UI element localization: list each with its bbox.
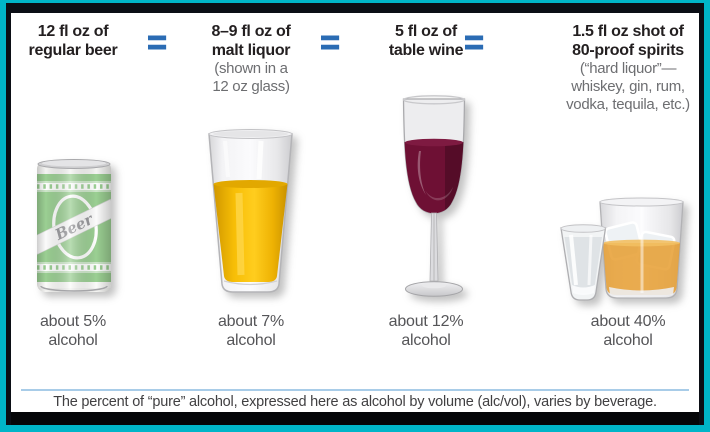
column-beer: 12 fl oz of regular beer about 5% alcoho…	[11, 22, 135, 412]
title-line: 5 fl oz of	[395, 23, 457, 40]
malt-liquor-title: 8–9 fl oz of malt liquor	[183, 22, 319, 60]
title-line: 80-proof spirits	[572, 42, 684, 59]
footer-note: The percent of “pure” alcohol, expressed…	[53, 394, 657, 410]
subtitle-line: whiskey, gin, rum,	[571, 78, 685, 95]
malt-liquor-glass-drawing	[208, 129, 293, 293]
spirits-glasses-drawing	[560, 197, 684, 301]
title-line: 12 fl oz of	[37, 23, 109, 40]
label-line: about 7%	[217, 313, 284, 330]
label-line: about 40%	[590, 313, 666, 330]
label-line: about 12%	[388, 313, 464, 330]
equals-glyph: =	[147, 23, 168, 62]
malt-liquor-subtitle: (shown in a 12 oz glass)	[183, 60, 319, 96]
wine-glass-drawing	[402, 95, 466, 297]
equals-glyph: =	[464, 23, 485, 62]
label-line: alcohol	[48, 332, 98, 349]
title-line: 8–9 fl oz of	[211, 23, 291, 40]
equals-icon: =	[137, 23, 177, 63]
subtitle-line: 12 oz glass)	[212, 78, 290, 95]
inner-frame: 12 fl oz of regular beer about 5% alcoho…	[6, 3, 704, 425]
equals-icon: =	[454, 23, 494, 63]
title-line: regular beer	[28, 42, 118, 59]
shot-glass-and-rocks-glass-icon	[560, 197, 688, 310]
title-line: malt liquor	[211, 42, 291, 59]
equals-glyph: =	[320, 23, 341, 62]
wine-title: 5 fl oz of table wine	[358, 22, 494, 60]
title-line: 1.5 fl oz shot of	[572, 23, 684, 40]
subtitle-line: (shown in a	[214, 60, 288, 77]
equals-icon: =	[310, 23, 350, 63]
beer-can-icon: Beer	[35, 156, 113, 301]
spirits-subtitle: (“hard liquor”— whiskey, gin, rum, vodka…	[557, 60, 699, 114]
subtitle-line: (“hard liquor”—	[579, 60, 677, 77]
beer-title: 12 fl oz of regular beer	[11, 22, 135, 60]
wine-alcohol-percent-label: about 12% alcohol	[358, 312, 494, 350]
beer-alcohol-percent-label: about 5% alcohol	[11, 312, 135, 350]
spirits-alcohol-percent-label: about 40% alcohol	[557, 312, 699, 350]
shot-glass	[560, 224, 607, 301]
footer-divider	[21, 389, 689, 391]
wine-glass-icon	[395, 95, 473, 305]
column-wine: 5 fl oz of table wine about 12% alcohol	[358, 22, 494, 412]
malt-liquor-alcohol-percent-label: about 7% alcohol	[183, 312, 319, 350]
rocks-glass	[599, 197, 684, 299]
label-line: about 5%	[39, 313, 106, 330]
beer-can-drawing: Beer	[37, 159, 111, 292]
label-line: alcohol	[401, 332, 451, 349]
spirits-title: 1.5 fl oz shot of 80-proof spirits	[557, 22, 699, 60]
subtitle-line: vodka, tequila, etc.)	[566, 96, 690, 113]
content-area: 12 fl oz of regular beer about 5% alcoho…	[11, 13, 699, 412]
column-malt-liquor: 8–9 fl oz of malt liquor (shown in a 12 …	[183, 22, 319, 412]
bottom-bar	[11, 412, 699, 425]
column-spirits: 1.5 fl oz shot of 80-proof spirits (“har…	[557, 22, 699, 412]
malt-liquor-glass-icon	[203, 127, 298, 302]
label-line: alcohol	[226, 332, 276, 349]
title-line: table wine	[388, 42, 464, 59]
label-line: alcohol	[603, 332, 653, 349]
